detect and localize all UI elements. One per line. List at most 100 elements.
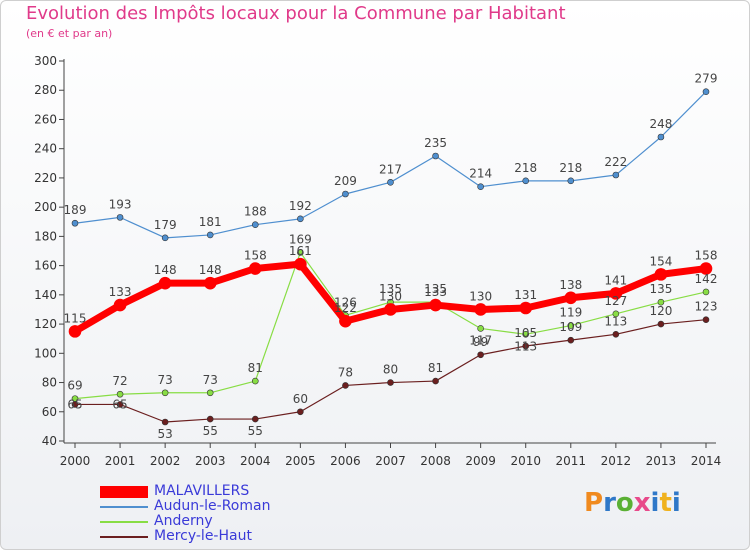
data-label-malavillers: 133	[424, 285, 447, 299]
data-point-mercy-le-haut	[71, 401, 79, 408]
legend-item-malavillers: MALAVILLERS	[100, 484, 270, 499]
data-point-malavillers	[248, 262, 262, 275]
data-point-malavillers	[474, 303, 487, 316]
data-point-anderny	[522, 331, 530, 338]
chart-subtitle: (en € et par an)	[26, 27, 113, 40]
data-label-audun-le-roman: 248	[649, 117, 672, 131]
data-label-anderny: 119	[559, 306, 582, 320]
legend-item-audun-le-roman: Audun-le-Roman	[100, 499, 270, 514]
data-label-audun-le-roman: 188	[244, 205, 267, 219]
data-point-audun-le-roman	[657, 133, 665, 141]
x-tick-label: 2001	[105, 454, 136, 468]
data-point-audun-le-roman	[206, 231, 214, 239]
data-label-malavillers: 122	[334, 301, 357, 315]
data-point-audun-le-roman	[612, 171, 620, 179]
data-point-anderny	[477, 325, 484, 332]
data-point-audun-le-roman	[387, 179, 394, 186]
data-label-malavillers: 131	[514, 288, 537, 302]
data-point-mercy-le-haut	[251, 415, 259, 423]
x-tick-label: 2006	[330, 454, 361, 468]
data-point-anderny	[612, 310, 620, 318]
data-point-mercy-le-haut	[567, 336, 575, 344]
y-tick-label: 140	[34, 288, 57, 302]
data-point-anderny	[161, 389, 169, 397]
data-point-anderny	[657, 298, 665, 306]
brand-logo: Proxiti	[584, 488, 681, 518]
data-point-audun-le-roman	[71, 219, 79, 227]
legend-item-mercy-le-haut: Mercy-le-Haut	[100, 529, 270, 544]
y-tick-label: 280	[34, 83, 57, 97]
data-point-malavillers	[609, 287, 623, 300]
legend-label: Anderny	[154, 513, 213, 529]
x-tick-label: 2008	[420, 454, 451, 468]
data-label-mercy-le-haut: 113	[604, 314, 627, 328]
data-label-anderny: 142	[695, 272, 718, 286]
x-tick-label: 2004	[240, 454, 271, 468]
data-point-mercy-le-haut	[612, 331, 620, 338]
y-tick-label: 300	[34, 54, 57, 68]
y-tick-label: 240	[34, 142, 57, 156]
data-point-anderny	[206, 389, 214, 397]
data-point-audun-le-roman	[702, 88, 710, 95]
y-tick-label: 260	[34, 112, 57, 126]
data-point-mercy-le-haut	[387, 379, 394, 386]
data-label-audun-le-roman: 217	[379, 162, 402, 176]
data-label-malavillers: 141	[604, 273, 627, 287]
x-tick-label: 2007	[375, 454, 406, 468]
series-lines	[68, 88, 713, 426]
data-label-anderny: 113	[514, 339, 537, 353]
data-point-mercy-le-haut	[161, 418, 169, 426]
data-label-anderny: 81	[248, 361, 263, 375]
legend-label: Mercy-le-Haut	[154, 528, 252, 544]
x-tick-label: 2009	[465, 454, 496, 468]
data-label-malavillers: 138	[559, 278, 582, 292]
data-label-malavillers: 130	[379, 289, 402, 303]
legend: MALAVILLERS Audun-le-Roman Anderny Mercy-le…	[100, 484, 270, 544]
x-tick-label: 2002	[150, 454, 181, 468]
data-point-malavillers	[384, 303, 397, 316]
data-label-audun-le-roman: 193	[109, 197, 132, 211]
data-label-audun-le-roman: 218	[514, 161, 537, 175]
data-point-mercy-le-haut	[432, 377, 439, 385]
data-label-malavillers: 154	[649, 254, 672, 268]
y-tick-label: 80	[42, 376, 57, 390]
data-label-malavillers: 130	[469, 289, 492, 303]
data-point-anderny	[567, 322, 575, 329]
data-point-malavillers	[339, 314, 352, 328]
legend-label: Audun-le-Roman	[154, 498, 271, 514]
data-label-anderny: 73	[158, 373, 173, 387]
data-point-malavillers	[203, 276, 217, 290]
data-label-mercy-le-haut: 53	[158, 427, 173, 441]
data-label-anderny: 169	[289, 232, 312, 246]
legend-swatch	[100, 535, 148, 538]
data-point-audun-le-roman	[477, 183, 484, 190]
data-label-anderny: 117	[469, 333, 492, 347]
x-tick-label: 2011	[556, 454, 587, 468]
data-label-mercy-le-haut: 81	[428, 361, 443, 375]
data-label-audun-le-roman: 214	[469, 167, 492, 181]
data-point-malavillers	[429, 298, 442, 312]
y-tick-label: 200	[34, 200, 57, 214]
data-label-anderny: 126	[334, 295, 357, 309]
data-label-anderny: 73	[203, 373, 218, 387]
data-point-malavillers	[564, 291, 578, 305]
data-labels: 189 193 179 181 188 192 209 217 235 214 218 218 222 2…	[64, 72, 718, 441]
data-label-audun-le-roman: 179	[154, 218, 177, 232]
data-point-audun-le-roman	[116, 214, 124, 221]
data-point-mercy-le-haut	[522, 342, 530, 350]
data-point-mercy-le-haut	[297, 408, 304, 416]
data-point-anderny	[702, 288, 710, 296]
x-tick-label: 2005	[285, 454, 316, 468]
data-point-audun-le-roman	[522, 177, 530, 185]
data-label-mercy-le-haut: 105	[514, 326, 537, 340]
data-label-mercy-le-haut: 109	[559, 320, 582, 334]
data-label-audun-le-roman: 189	[64, 203, 87, 217]
data-label-mercy-le-haut: 123	[695, 300, 718, 314]
legend-item-anderny: Anderny	[100, 514, 270, 529]
x-tick-label: 2000	[60, 454, 91, 468]
y-tick-label: 220	[34, 171, 57, 185]
legend-swatch	[100, 520, 148, 523]
data-label-audun-le-roman: 218	[559, 161, 582, 175]
